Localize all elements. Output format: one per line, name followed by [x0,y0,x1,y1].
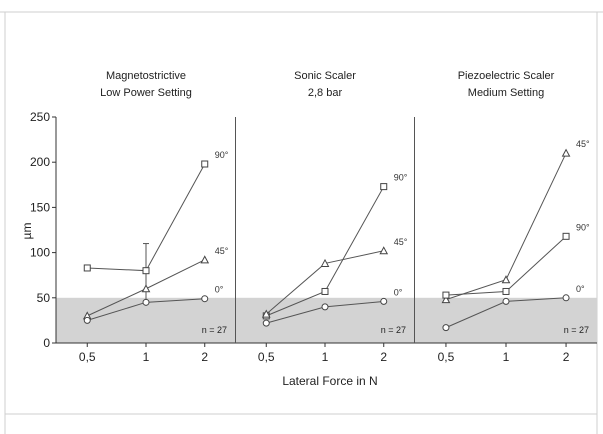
x-axis-title: Lateral Force in N [282,374,377,388]
data-point-circle [262,319,270,327]
data-point-square [142,267,150,275]
series-end-label: 90° [215,150,229,160]
data-point-square [321,287,329,295]
data-point-square [442,291,450,299]
data-point-square [380,183,388,191]
y-tick-label: 150 [30,200,50,214]
x-tick-label: 0,5 [258,350,275,364]
data-point-circle [321,303,329,311]
y-tick-label: 100 [30,246,50,260]
data-point-triangle [141,284,151,293]
x-tick-label: 1 [503,350,510,364]
data-point-triangle [379,246,389,255]
x-tick-label: 1 [143,350,150,364]
series-line [266,186,385,317]
data-point-circle [380,297,388,305]
data-point-triangle [200,255,210,264]
sample-size-note: n = 27 [381,325,406,335]
x-tick-label: 2 [563,350,570,364]
x-tick-label: 2 [380,350,387,364]
data-point-triangle [261,309,271,318]
data-point-circle [502,297,510,305]
x-tick-label: 0,5 [438,350,455,364]
data-point-circle [142,298,150,306]
panel-title-line2: Low Power Setting [100,87,192,99]
data-point-triangle [441,295,451,304]
data-point-square [562,232,570,240]
data-point-square [201,160,209,168]
sample-size-note: n = 27 [564,325,589,335]
y-tick-label: 50 [37,291,51,305]
panel-title-line1: Magnetostrictive [106,70,186,82]
data-point-circle [83,316,91,324]
series-end-label: 45° [215,246,229,256]
series-end-label: 0° [394,287,403,297]
data-point-triangle [501,275,511,284]
data-point-square [83,264,91,272]
series-end-label: 0° [215,285,224,295]
data-point-circle [442,324,450,332]
panel-title-line1: Piezoelectric Scaler [458,70,555,82]
x-tick-label: 2 [201,350,208,364]
data-point-triangle [561,148,571,157]
data-point-triangle [320,258,330,267]
plot-layer: 0 50 100 150 200 250 Magnetostrictive Low Power… [30,70,597,364]
panel-title-line1: Sonic Scaler [294,70,356,82]
panel-title-line2: Medium Setting [468,87,544,99]
series-end-label: 45° [394,237,408,247]
y-axis-title: µm [20,223,34,240]
series-end-label: 0° [576,284,585,294]
series-end-label: 45° [576,139,590,149]
data-point-circle [201,295,209,303]
series-end-label: 90° [394,173,408,183]
series-end-label: 90° [576,222,590,232]
series-line [445,235,567,296]
x-tick-label: 0,5 [79,350,96,364]
y-tick-label: 200 [30,155,50,169]
sample-size-note: n = 27 [202,325,227,335]
data-point-circle [562,294,570,302]
data-point-square [502,287,510,295]
y-tick-label: 250 [30,110,50,124]
x-tick-label: 1 [322,350,329,364]
y-tick-label: 0 [43,336,50,350]
panel-title-line2: 2,8 bar [308,87,343,99]
